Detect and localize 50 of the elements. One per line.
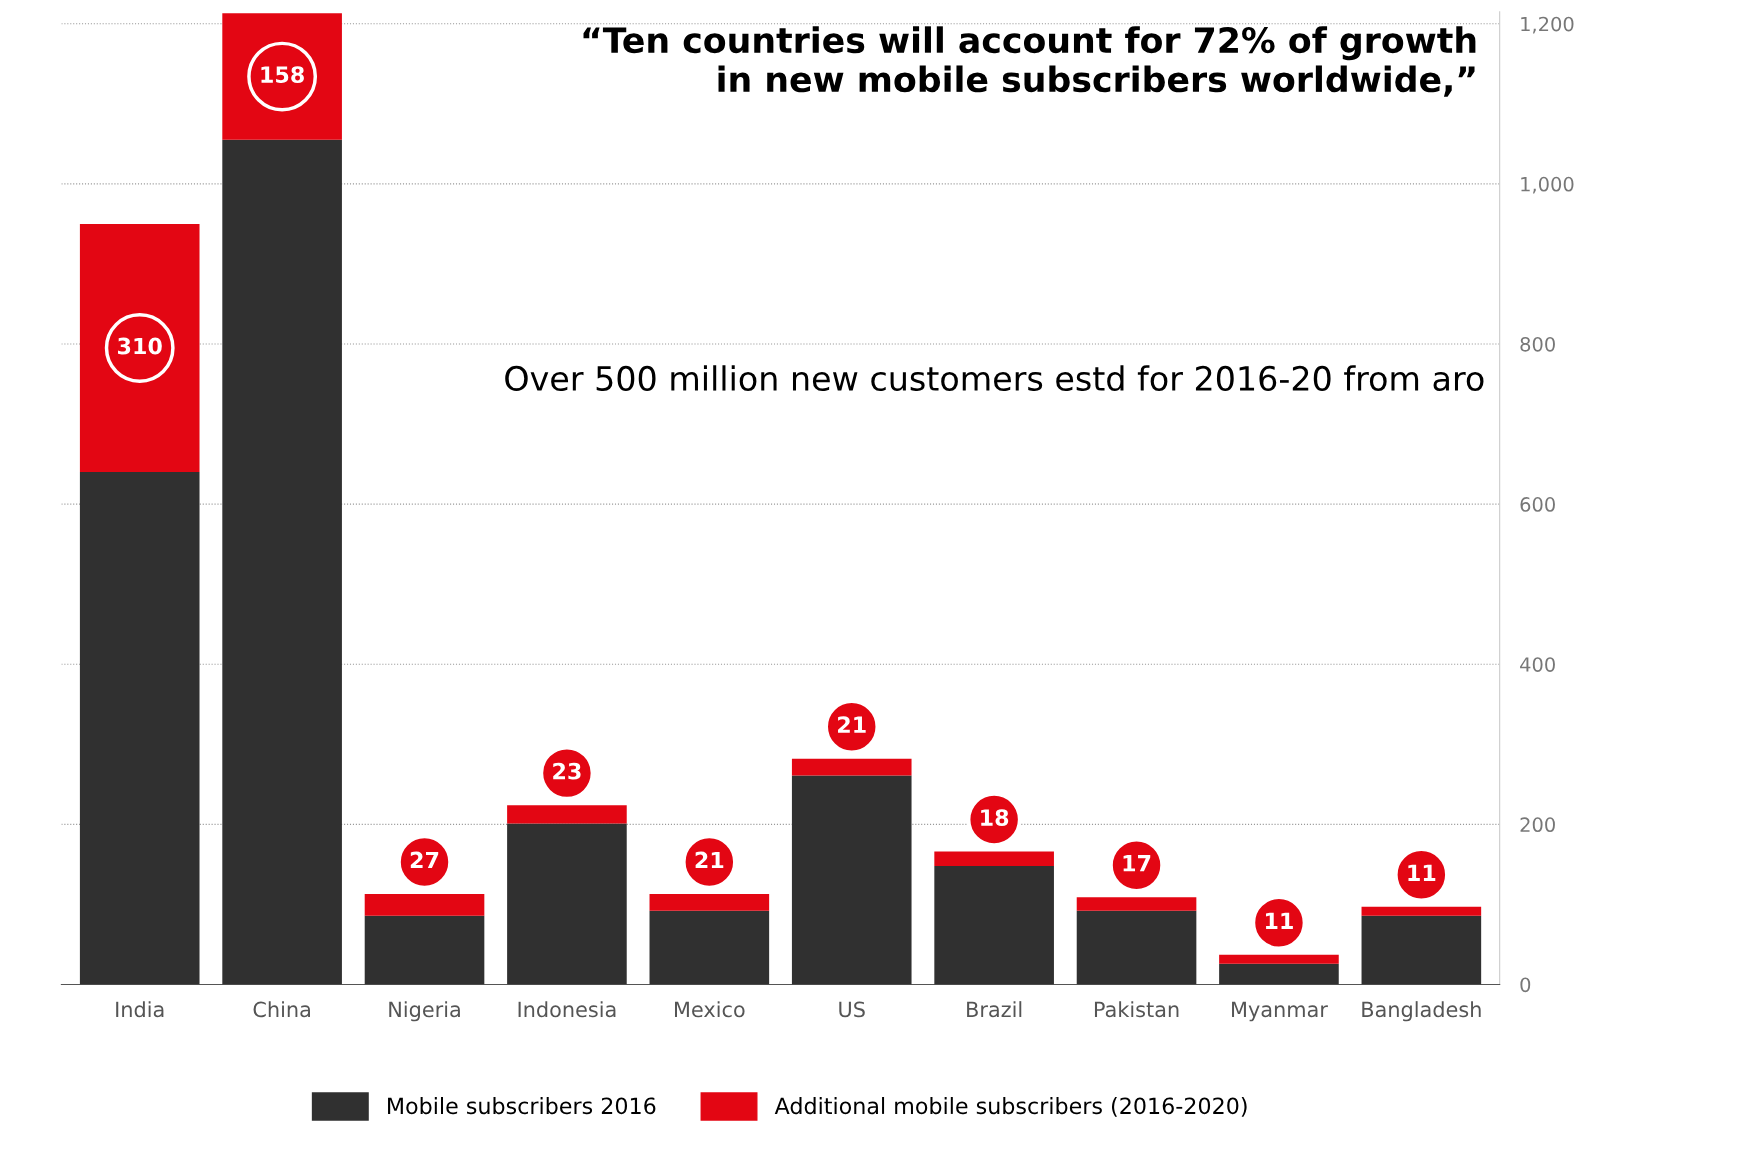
bar [364,915,485,985]
bar [507,805,627,824]
bar [934,851,1054,866]
x-tick-label: US [839,1001,865,1018]
data-label: 18 [981,809,1009,826]
bar [1076,897,1197,911]
y-tick-label: 600 [1520,497,1555,512]
bar [1361,915,1482,985]
bar [791,775,912,985]
bar [222,139,342,985]
data-label: 27 [410,851,439,869]
bar [649,910,770,985]
bar [649,894,770,911]
legend-label: Additional mobile subscribers (2016-2020) [774,1097,1247,1117]
y-tick-label: 400 [1520,657,1555,672]
bar [1219,954,1339,964]
bar [79,472,200,985]
data-label: 21 [695,851,724,869]
legend-label: Mobile subscribers 2016 [388,1097,656,1115]
x-tick-label: Pakistan [1094,1001,1179,1018]
x-tick-label: Myanmar [1232,1001,1328,1022]
y-tick-label: 1,200 [1521,16,1574,34]
y-tick-label: 800 [1520,336,1555,352]
y-tick-label: 1,000 [1521,176,1574,194]
bar [791,758,912,776]
x-tick-label: China [253,1001,310,1018]
data-label: 21 [838,716,866,733]
y-tick-label: 0 [1520,977,1531,993]
bar [1219,963,1339,985]
y-tick-label: 200 [1520,817,1555,833]
bar [507,823,627,985]
bar [364,894,485,916]
x-tick-label: Nigeria [389,1001,460,1022]
data-label: 11 [1265,912,1293,929]
bar [79,223,200,473]
data-label: 158 [261,66,304,84]
data-label: 310 [118,337,162,355]
data-label: 17 [1123,855,1151,872]
x-tick-label: Bangladesh [1362,1001,1481,1022]
x-tick-label: Brazil [967,1001,1022,1018]
x-tick-label: Mexico [675,1001,745,1018]
data-label: 11 [1408,864,1436,881]
data-label: 23 [553,762,581,780]
text: “Ten countries will account for 72% of growth in new mobile subscribers worldwide,” [583,26,1476,97]
x-tick-label: India [116,1001,164,1018]
bar [1361,906,1482,916]
annotation: Over 500 million new customers estd for 2016-20 from aro [505,365,1484,392]
bar [934,865,1054,985]
x-tick-label: Indonesia [518,1001,616,1018]
bar [1076,910,1197,985]
